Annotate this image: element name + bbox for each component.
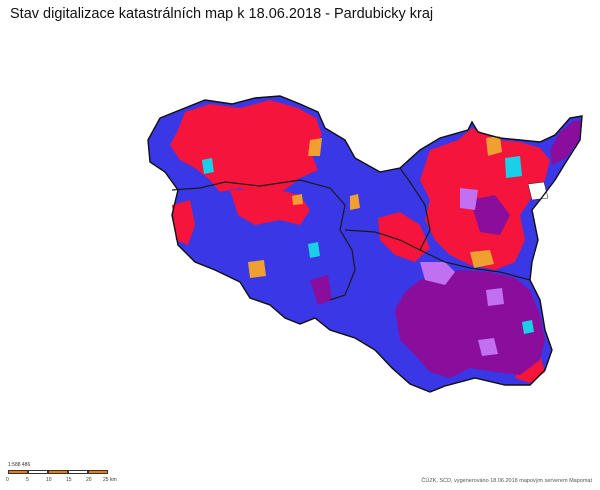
district-lilac-2: [460, 188, 478, 210]
scale-tick: 15: [66, 477, 72, 483]
scale-ticks: 0 5 10 15 20 25 km: [6, 477, 118, 485]
district-border-north: [399, 167, 431, 251]
scale-tick: 5: [26, 477, 29, 483]
district-cyan-3: [308, 242, 320, 258]
district-orange-4: [292, 194, 303, 205]
map-attribution: ČÚZK, SCD, vygenerováno 18.06.2018 mapov…: [421, 478, 592, 484]
district-orange-5: [470, 250, 494, 268]
district-lilac-4: [478, 338, 498, 356]
map-title: Stav digitalizace katastrálních map k 18…: [10, 6, 434, 22]
scale-segment: [88, 470, 108, 474]
scale-tick: 20: [86, 477, 92, 483]
scale-bar: 1:588 486 0 5 10 15 20 25 km: [6, 462, 118, 488]
district-orange-2: [308, 138, 322, 156]
district-lilac-3: [486, 288, 504, 306]
district-purple-zone-center: [470, 195, 510, 235]
scale-segment: [68, 470, 88, 474]
district-cyan-1: [505, 156, 522, 178]
district-orange-1: [486, 136, 502, 156]
district-red-zone-west: [172, 200, 195, 245]
district-cyan-2: [202, 158, 214, 174]
district-border-west: [171, 179, 356, 301]
district-cyan-4: [522, 320, 534, 334]
district-orange-6: [350, 194, 360, 210]
district-purple-zone-small: [310, 275, 332, 305]
district-orange-3: [248, 260, 266, 278]
scale-tick: 25 km: [103, 477, 117, 483]
district-red-zone-center: [230, 188, 310, 225]
district-border-center: [344, 229, 531, 281]
region-border: [147, 95, 583, 393]
scale-segment: [48, 470, 68, 474]
scale-tick: 10: [46, 477, 52, 483]
scale-tick: 0: [6, 477, 9, 483]
district-purple-zone-se: [395, 270, 545, 378]
district-lilac-1: [420, 262, 455, 285]
scale-segment: [28, 470, 48, 474]
scale-segments: [8, 470, 108, 475]
district-red-zone-mid: [378, 212, 430, 262]
scale-ratio: 1:588 486: [8, 462, 31, 468]
district-purple-zone-ne: [550, 120, 582, 165]
scale-segment: [8, 470, 28, 474]
